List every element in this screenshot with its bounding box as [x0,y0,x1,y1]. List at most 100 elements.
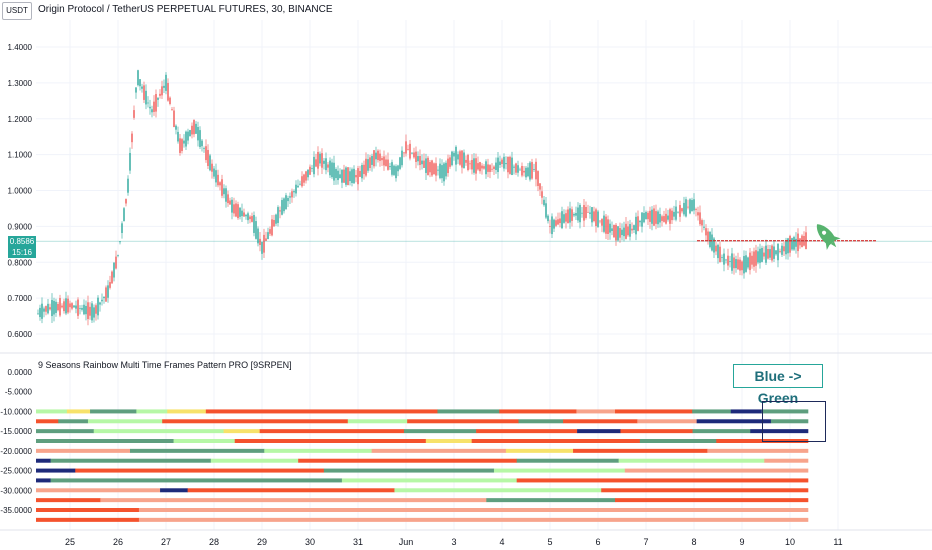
candle-body [57,304,59,311]
price-candles [37,69,807,326]
indicator-band-segment [563,419,638,424]
annotation-rectangle[interactable] [762,401,826,442]
candle-body [695,209,697,210]
candle-body [283,198,285,212]
candle-body [167,83,169,101]
indicator-band-segment [323,468,495,473]
candle-body [75,305,77,309]
indicator-tick-label: -30.0000 [0,486,32,495]
candle-body [203,148,205,149]
candle-body [345,167,347,185]
candle-body [365,158,367,176]
candle-body [189,130,191,137]
candle-body [135,87,137,93]
candle-body [775,250,777,255]
candle-body [707,231,709,241]
candle-body [471,159,473,170]
indicator-band-segment [93,429,224,434]
candle-body [393,165,395,175]
candle-body [233,204,235,214]
candle-body [319,153,321,164]
candle-body [369,157,371,169]
candle-body [77,299,79,316]
candle-body [673,211,675,217]
candle-body [629,224,631,237]
candle-body [525,167,527,178]
candle-body [91,303,93,321]
candle-body [111,271,113,284]
candle-body [207,149,209,166]
candle-body [659,213,661,223]
candle-body [299,183,301,185]
candle-body [181,139,183,151]
indicator-band-segment [66,409,91,414]
rocket-icon[interactable] [810,218,843,253]
candle-body [527,167,529,177]
candle-body [711,234,713,251]
candle-body [313,156,315,175]
candle-body [773,246,775,259]
candle-body [113,262,115,278]
candle-body [577,207,579,221]
candle-body [729,260,731,262]
price-tick-label: 1.4000 [8,43,33,52]
candle-body [201,140,203,147]
indicator-band-segment [36,508,140,512]
candle-body [485,161,487,175]
candle-body [727,255,729,266]
candle-body [331,162,333,178]
indicator-band-segment [162,419,349,424]
candle-body [209,155,211,171]
candle-body [689,199,691,214]
candle-body [785,240,787,255]
candle-body [317,151,319,169]
candle-body [639,220,641,223]
annotation-text-box[interactable]: Blue -> Green [733,364,823,406]
candle-body [241,210,243,217]
candle-body [41,303,43,319]
candle-body [503,156,505,169]
candle-body [575,213,577,216]
candle-body [415,151,417,162]
candle-body [191,125,193,135]
candle-body [375,152,377,160]
candle-body [199,130,201,148]
currency-selector[interactable]: USDT [2,2,32,20]
bar-countdown: 15:16 [11,248,33,257]
candle-body [65,298,67,314]
indicator-band-segment [100,498,487,503]
candle-body [309,166,311,175]
candle-body [777,243,779,261]
candle-body [55,301,57,313]
candle-body [745,255,747,272]
indicator-band-segment [505,448,574,453]
time-tick-label: 28 [209,537,219,547]
rocket-flame [830,241,837,248]
candle-body [787,238,789,254]
indicator-band-segment [499,409,577,414]
candle-body [439,163,441,179]
candle-body [411,152,413,154]
candle-body [211,163,213,172]
candle-body [417,156,419,162]
candle-body [557,219,559,225]
indicator-band-segment [764,458,809,463]
candle-body [705,228,707,236]
candle-body [387,159,389,170]
candle-body [771,245,773,261]
candle-body [383,156,385,166]
rocket-body [816,224,836,246]
candle-body [465,159,467,163]
candle-body [249,216,251,220]
candle-body [437,169,439,171]
candle-body [157,97,159,100]
candle-body [263,234,265,253]
indicator-band-segment [573,448,708,453]
candle-body [271,219,273,236]
candle-body [617,226,619,241]
candle-body [531,162,533,179]
candle-body [481,165,483,169]
candle-body [347,167,349,186]
candle-body [765,245,767,263]
